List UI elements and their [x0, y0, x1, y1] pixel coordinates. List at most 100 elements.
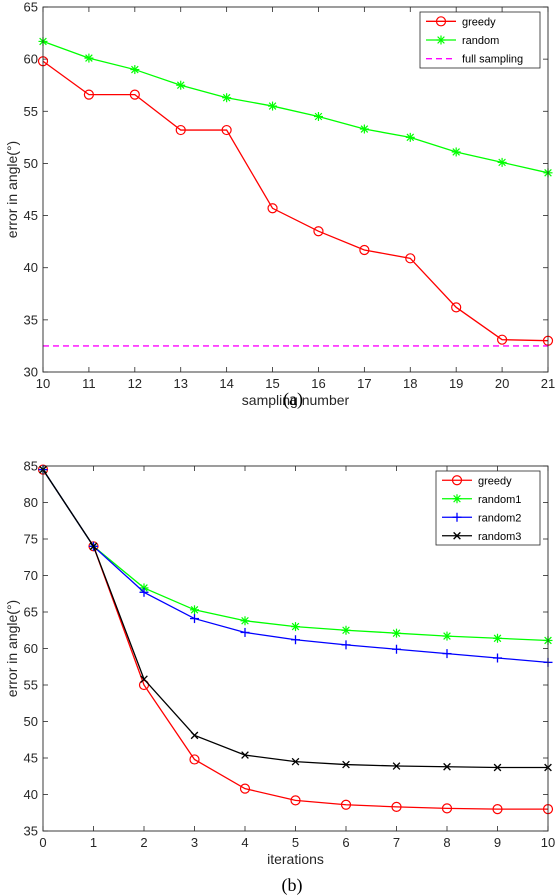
data-point — [267, 203, 278, 214]
data-point — [240, 616, 250, 626]
legend-label: random3 — [478, 531, 521, 543]
data-point — [441, 803, 453, 814]
y-tick-label: 60 — [24, 52, 38, 67]
data-point — [442, 631, 452, 641]
axes-box — [42, 6, 549, 373]
x-tick-label: 9 — [494, 835, 501, 850]
data-point — [190, 605, 199, 615]
axes-box — [42, 465, 549, 832]
data-point — [405, 132, 415, 142]
data-point — [496, 334, 508, 345]
legend-marker — [435, 16, 447, 27]
legend-label: full sampling — [462, 54, 523, 66]
data-point — [189, 754, 200, 765]
data-point — [451, 147, 461, 157]
legend-marker — [452, 512, 462, 522]
chart-a: 10 11 12 13 14 15 16 17 18 19 20 21 30 35 40 45 50 55 60 65… — [4, 0, 555, 410]
data-point — [313, 226, 324, 237]
y-tick-label: 50 — [24, 156, 38, 171]
data-point — [140, 675, 148, 683]
x-tick-label: 15 — [265, 376, 279, 391]
data-point — [391, 801, 402, 813]
data-point — [442, 649, 452, 659]
y-tick-label: 35 — [24, 824, 38, 839]
legend-label: random1 — [478, 494, 521, 506]
data-point — [493, 633, 502, 643]
legend-marker — [436, 35, 446, 45]
legend-marker — [453, 531, 461, 540]
x-tick-label: 3 — [191, 835, 198, 850]
data-point — [240, 627, 250, 637]
legend-label: greedy — [478, 475, 512, 487]
x-tick-label: 0 — [39, 835, 46, 850]
y-axis-label: error in angle(°) — [4, 141, 20, 238]
legend-marker — [452, 494, 462, 504]
data-point — [341, 625, 351, 635]
y-tick-label: 35 — [24, 312, 38, 327]
data-point — [405, 253, 416, 264]
x-tick-label: 14 — [219, 376, 233, 391]
x-axis-label: iterations — [267, 851, 324, 867]
data-point — [493, 763, 502, 772]
x-tick-label: 17 — [357, 376, 371, 391]
x-tick-label: 18 — [403, 376, 417, 391]
data-point — [83, 89, 95, 100]
data-point — [176, 80, 186, 90]
legend-marker — [451, 475, 463, 486]
x-tick-label: 11 — [82, 376, 96, 391]
data-point — [342, 760, 350, 769]
data-point — [497, 157, 507, 167]
x-tick-label: 8 — [443, 835, 450, 850]
data-point — [221, 124, 232, 136]
x-tick-label: 16 — [311, 376, 325, 391]
y-tick-label: 55 — [24, 104, 38, 119]
x-tick-label: 10 — [541, 835, 555, 850]
x-tick-label: 6 — [342, 835, 349, 850]
data-point — [129, 89, 140, 100]
legend-label: greedy — [462, 16, 496, 28]
data-point — [492, 803, 503, 815]
y-tick-label: 70 — [24, 568, 38, 583]
data-point — [443, 762, 451, 771]
x-tick-label: 13 — [173, 376, 187, 391]
y-tick-label: 40 — [24, 260, 38, 275]
y-tick-label: 60 — [24, 641, 38, 656]
x-tick-label: 21 — [541, 376, 555, 391]
x-tick-label: 2 — [140, 835, 147, 850]
data-point — [313, 112, 323, 121]
series-line — [42, 469, 548, 810]
data-point — [190, 731, 199, 740]
legend: greedy random full sampling — [419, 11, 541, 69]
caption: (a) — [283, 389, 303, 410]
series-random2 — [38, 465, 553, 667]
series-random3 — [39, 465, 552, 772]
chart-b: 0 1 2 3 4 5 6 7 8 9 103540455055606570758085iterat… — [4, 459, 555, 896]
data-point — [291, 622, 300, 632]
data-point — [392, 644, 401, 654]
x-axis-label: sampling number — [242, 392, 350, 408]
data-point — [341, 640, 351, 650]
x-tick-label: 1 — [90, 835, 97, 850]
y-tick-label: 75 — [24, 532, 38, 547]
legend-label: random2 — [478, 512, 521, 524]
data-point — [175, 124, 186, 136]
data-point — [89, 542, 98, 551]
data-point — [84, 53, 94, 63]
data-point — [268, 101, 278, 111]
data-point — [359, 124, 369, 134]
data-point — [130, 65, 140, 75]
data-point — [291, 635, 300, 645]
x-tick-label: 7 — [393, 835, 400, 850]
data-point — [392, 628, 401, 638]
data-point — [139, 587, 149, 597]
x-tick-label: 12 — [128, 376, 142, 391]
y-tick-label: 85 — [24, 459, 38, 474]
x-tick-label: 4 — [241, 835, 248, 850]
series-line — [42, 40, 549, 174]
x-tick-label: 20 — [495, 376, 509, 391]
x-tick-label: 10 — [36, 376, 50, 391]
caption: (b) — [282, 875, 303, 896]
y-tick-label: 55 — [24, 678, 38, 693]
legend: greedy random1 random2 random3 — [435, 470, 541, 546]
